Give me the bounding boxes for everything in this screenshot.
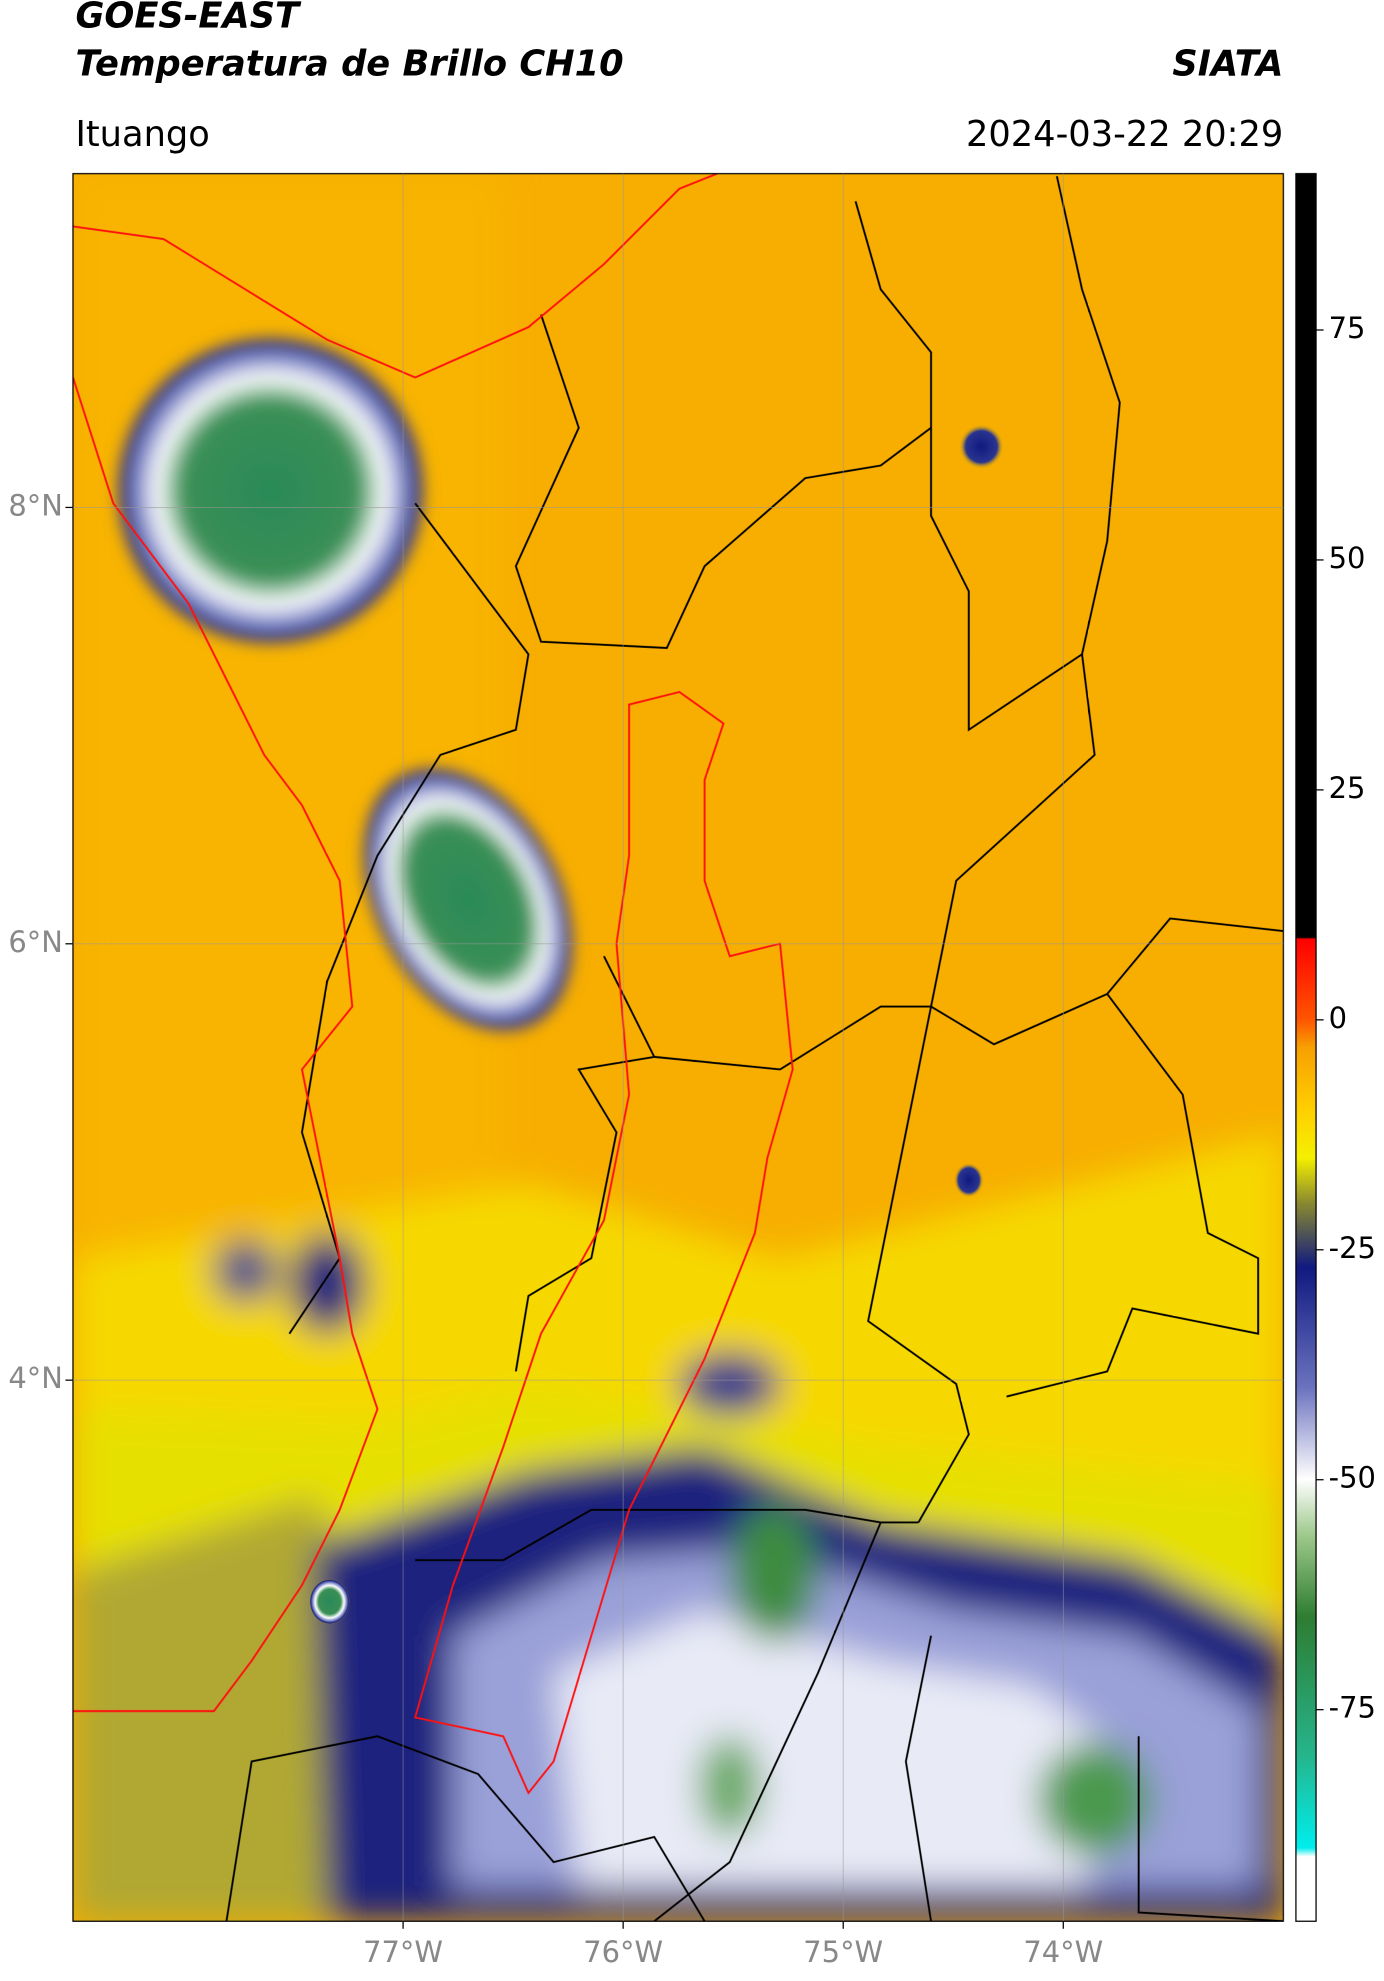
subtitle: Temperatura de Brillo CH10 <box>75 43 623 84</box>
x-tick-label: 77°W <box>363 1935 443 1969</box>
colorbar-tick-label: 50 <box>1329 541 1366 575</box>
colorbar <box>1295 172 1317 1922</box>
colorbar-tick-label: -25 <box>1329 1231 1376 1265</box>
map-image <box>72 173 1284 1922</box>
x-tick-label: 75°W <box>803 1935 883 1969</box>
timestamp: 2024-03-22 20:29 <box>966 114 1283 155</box>
y-tick-label: 4°N <box>8 1361 63 1395</box>
colorbar-tick-label: 25 <box>1329 771 1366 805</box>
title: GOES-EAST <box>75 0 302 37</box>
source: SIATA <box>1172 43 1283 84</box>
x-tick-label: 74°W <box>1023 1935 1103 1969</box>
x-tick-label: 76°W <box>583 1935 663 1969</box>
y-tick-label: 6°N <box>8 925 63 959</box>
map-frame <box>72 172 1284 1922</box>
colorbar-tick-label: 75 <box>1329 311 1366 345</box>
location: Ituango <box>75 114 209 155</box>
y-tick-label: 8°N <box>8 488 63 522</box>
colorbar-tick-label: 0 <box>1329 1001 1347 1035</box>
colorbar-tick-label: -75 <box>1329 1691 1376 1725</box>
colorbar-tick-label: -50 <box>1329 1461 1376 1495</box>
